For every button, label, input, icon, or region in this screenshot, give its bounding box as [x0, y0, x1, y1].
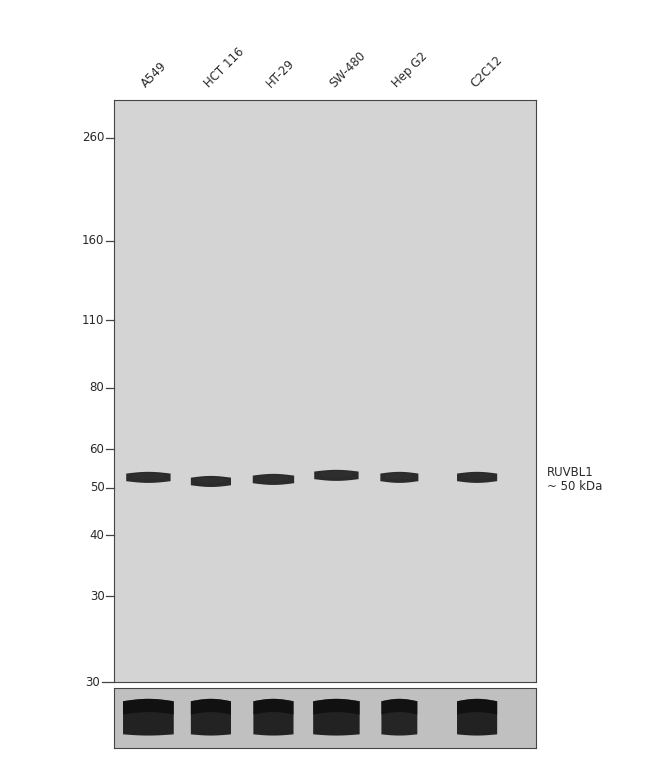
Polygon shape [313, 699, 359, 715]
Text: 30: 30 [90, 590, 105, 603]
Polygon shape [382, 699, 417, 736]
Polygon shape [123, 699, 174, 715]
Text: RUVBL1: RUVBL1 [547, 466, 593, 479]
Text: 110: 110 [82, 314, 105, 327]
Polygon shape [133, 473, 164, 480]
Text: Hep G2: Hep G2 [390, 49, 430, 89]
Text: 50: 50 [90, 481, 105, 494]
Polygon shape [314, 470, 359, 481]
Text: SW-480: SW-480 [327, 49, 369, 89]
Polygon shape [123, 699, 174, 736]
Text: 30: 30 [84, 676, 99, 689]
Polygon shape [259, 475, 288, 481]
Polygon shape [313, 699, 359, 736]
Polygon shape [386, 473, 413, 480]
Polygon shape [254, 699, 294, 715]
Polygon shape [126, 472, 170, 483]
Text: A549: A549 [139, 59, 170, 89]
Text: HT-29: HT-29 [265, 56, 298, 89]
Polygon shape [380, 472, 419, 483]
Polygon shape [253, 474, 294, 485]
Polygon shape [457, 699, 497, 736]
Polygon shape [254, 699, 294, 736]
Text: ~ 50 kDa: ~ 50 kDa [547, 480, 602, 493]
Text: 40: 40 [90, 529, 105, 541]
Polygon shape [191, 476, 231, 487]
Polygon shape [191, 699, 231, 736]
Polygon shape [197, 477, 225, 483]
Polygon shape [463, 473, 491, 480]
Polygon shape [191, 699, 231, 715]
Polygon shape [457, 699, 497, 715]
Text: 260: 260 [82, 131, 105, 144]
Polygon shape [321, 471, 352, 477]
Text: C2C12: C2C12 [468, 53, 504, 89]
Text: 160: 160 [82, 234, 105, 247]
Text: 80: 80 [90, 382, 105, 395]
Text: 60: 60 [90, 443, 105, 456]
Polygon shape [457, 472, 497, 483]
Polygon shape [382, 699, 417, 715]
Text: HCT 116: HCT 116 [202, 45, 246, 89]
